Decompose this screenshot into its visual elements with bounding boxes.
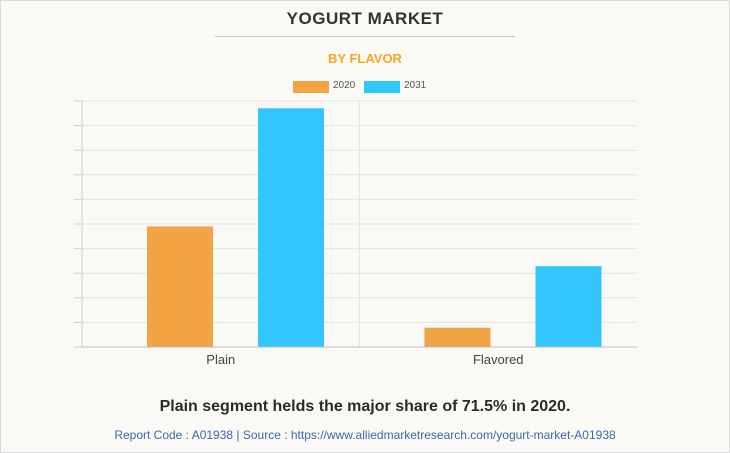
bars: [147, 108, 602, 347]
legend-swatch-2020: [293, 81, 329, 93]
bar-2031-plain: [258, 108, 324, 347]
legend-label-2031: 2031: [404, 80, 427, 91]
x-tick-label: Plain: [206, 352, 235, 367]
bar-2020-flavored: [424, 327, 491, 347]
legend-swatch-2031: [364, 81, 400, 93]
legend-label-2020: 2020: [333, 80, 356, 91]
chart-subtitle: BY FLAVOR: [328, 51, 402, 66]
chart-caption: Plain segment helds the major share of 7…: [159, 398, 571, 415]
x-tick-label: Flavored: [473, 352, 524, 367]
chart-title: YOGURT MARKET: [286, 9, 444, 28]
bar-2020-plain: [147, 226, 213, 347]
bar-2031-flavored: [535, 266, 602, 347]
source-link[interactable]: Report Code : A01938 | Source : https://…: [114, 428, 616, 442]
axes: Plain Flavored: [74, 100, 637, 367]
chart-legend: 2020 2031: [0, 80, 730, 94]
title-divider: [215, 36, 515, 37]
